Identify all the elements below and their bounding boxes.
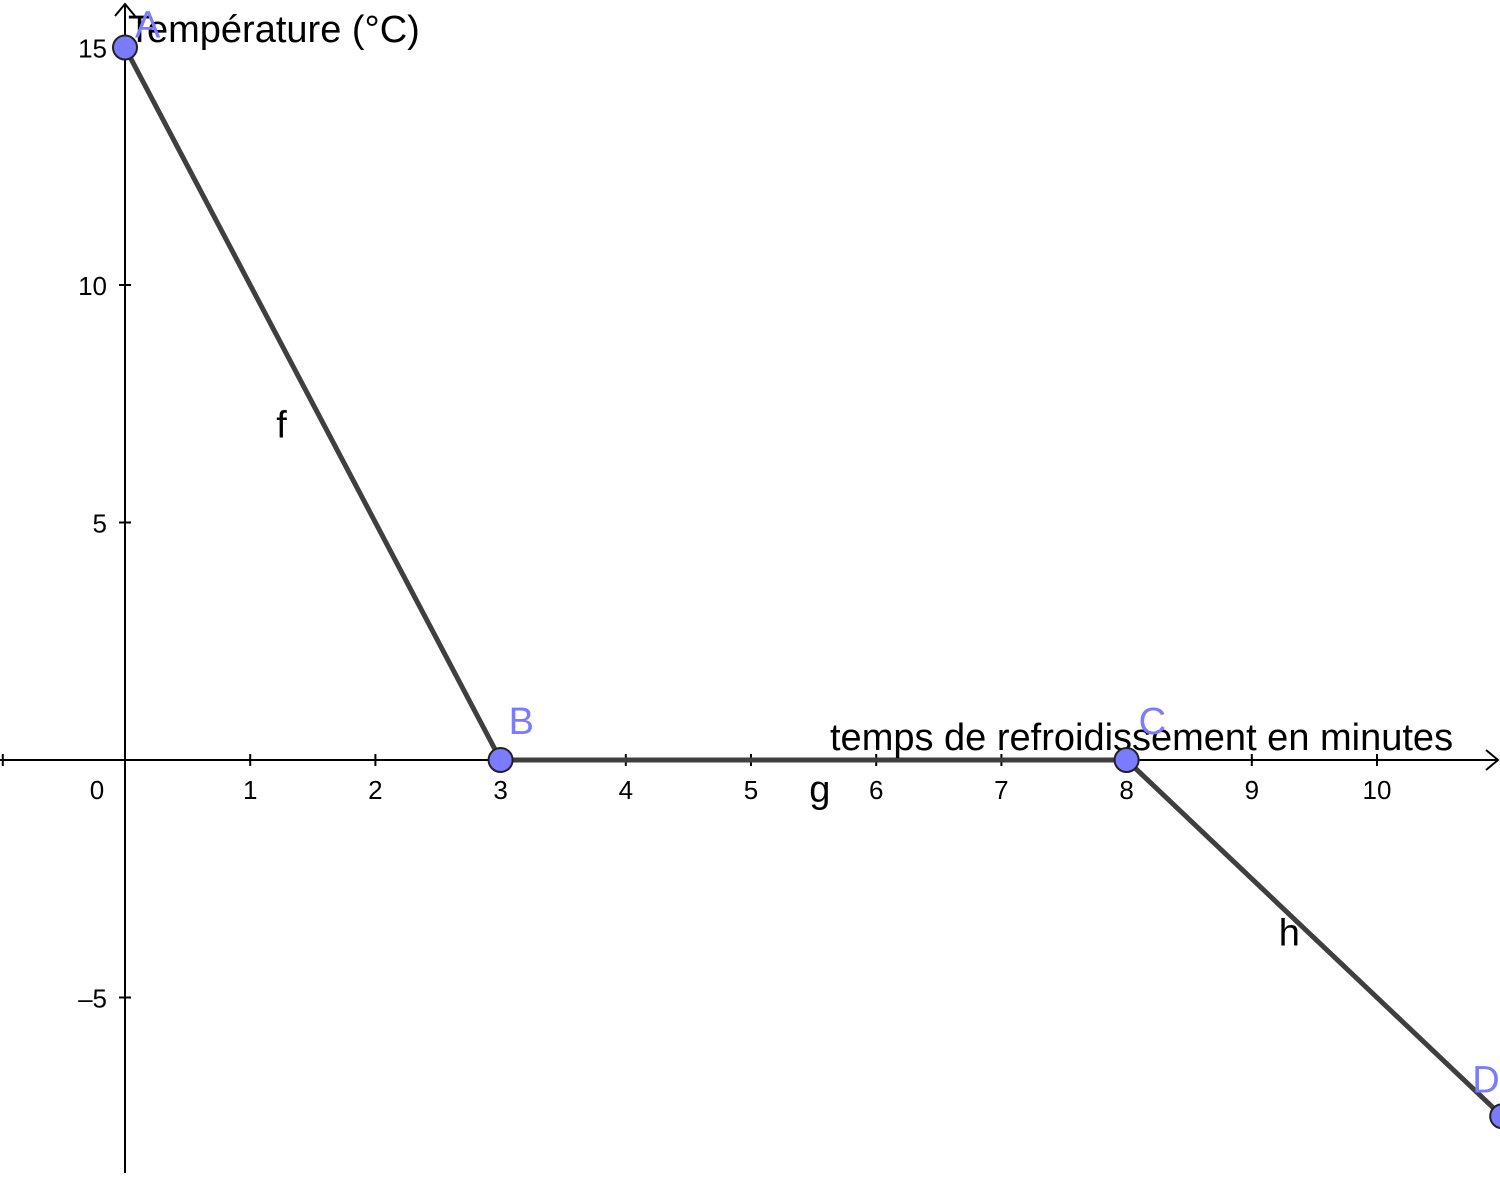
x-tick-label: 3 [493, 775, 507, 805]
x-tick-label: 0 [90, 775, 104, 805]
segment-label-g: g [809, 769, 830, 811]
x-tick-label: 8 [1119, 775, 1133, 805]
point-labels: A B C D [135, 5, 1500, 1102]
segment-f [122, 45, 504, 763]
segment-label-h: h [1279, 912, 1300, 954]
x-tick-label: 2 [368, 775, 382, 805]
segments [122, 45, 1500, 1118]
x-tick-label: 9 [1245, 775, 1259, 805]
point-C [1113, 747, 1140, 773]
y-tick-label: –5 [78, 984, 107, 1014]
segment-label-f: f [276, 405, 287, 447]
ticks: 0 1 2 3 4 5 6 7 8 9 10 –5 5 10 15 [1, 34, 1392, 1014]
y-axis-title: Température (°C) [128, 9, 420, 51]
point-label-B: B [509, 701, 534, 743]
x-tick-label: 4 [619, 775, 633, 805]
x-tick-label: 6 [869, 775, 883, 805]
point-label-C: C [1139, 701, 1166, 743]
point-label-A: A [135, 5, 161, 47]
y-tick-label: 15 [78, 34, 107, 64]
y-axis-arrow [114, 2, 136, 17]
segment-labels: f g h [276, 405, 1300, 955]
x-tick-label: 5 [744, 775, 758, 805]
x-axis-title: temps de refroidissement en minutes [830, 717, 1453, 759]
x-tick-label: 7 [994, 775, 1008, 805]
point-D [1489, 1103, 1500, 1130]
x-tick-label: 1 [243, 775, 257, 805]
y-tick-label: 10 [78, 271, 107, 301]
point-A [112, 34, 138, 61]
axis-titles: temps de refroidissement en minutes Temp… [128, 9, 1453, 759]
x-tick-label: 10 [1363, 775, 1392, 805]
point-label-D: D [1472, 1059, 1499, 1101]
segment-h [1124, 757, 1500, 1118]
x-axis-arrow [1485, 749, 1500, 771]
point-B [487, 747, 514, 773]
y-tick-label: 5 [93, 509, 107, 539]
points [112, 34, 1500, 1130]
